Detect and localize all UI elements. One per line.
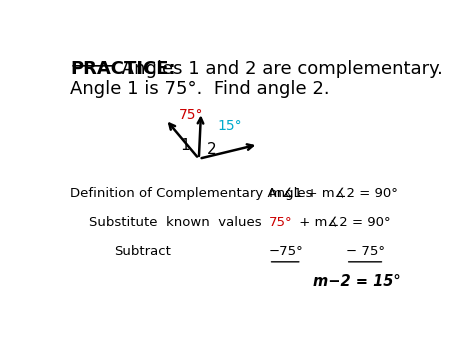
Text: Substitute  known  values: Substitute known values [89, 216, 261, 229]
Text: Angle 1 is 75°.  Find angle 2.: Angle 1 is 75°. Find angle 2. [70, 80, 330, 98]
Text: 75°: 75° [269, 216, 292, 229]
Text: Definition of Complementary Angles: Definition of Complementary Angles [70, 187, 313, 201]
Text: 2: 2 [207, 142, 217, 157]
Text: m∡1 + m∡2 = 90°: m∡1 + m∡2 = 90° [269, 187, 398, 201]
Text: PRACTICE:: PRACTICE: [70, 60, 176, 78]
Text: 75°: 75° [179, 108, 203, 122]
Text: Subtract: Subtract [114, 245, 171, 258]
Text: 15°: 15° [217, 119, 242, 133]
Text: 1: 1 [181, 138, 190, 153]
Text: −75°: −75° [269, 245, 303, 258]
Text: Angles 1 and 2 are complementary.: Angles 1 and 2 are complementary. [116, 60, 443, 78]
Text: m−2 = 15°: m−2 = 15° [313, 274, 401, 289]
Text: − 75°: − 75° [346, 245, 385, 258]
Text: + m∡2 = 90°: + m∡2 = 90° [295, 216, 391, 229]
